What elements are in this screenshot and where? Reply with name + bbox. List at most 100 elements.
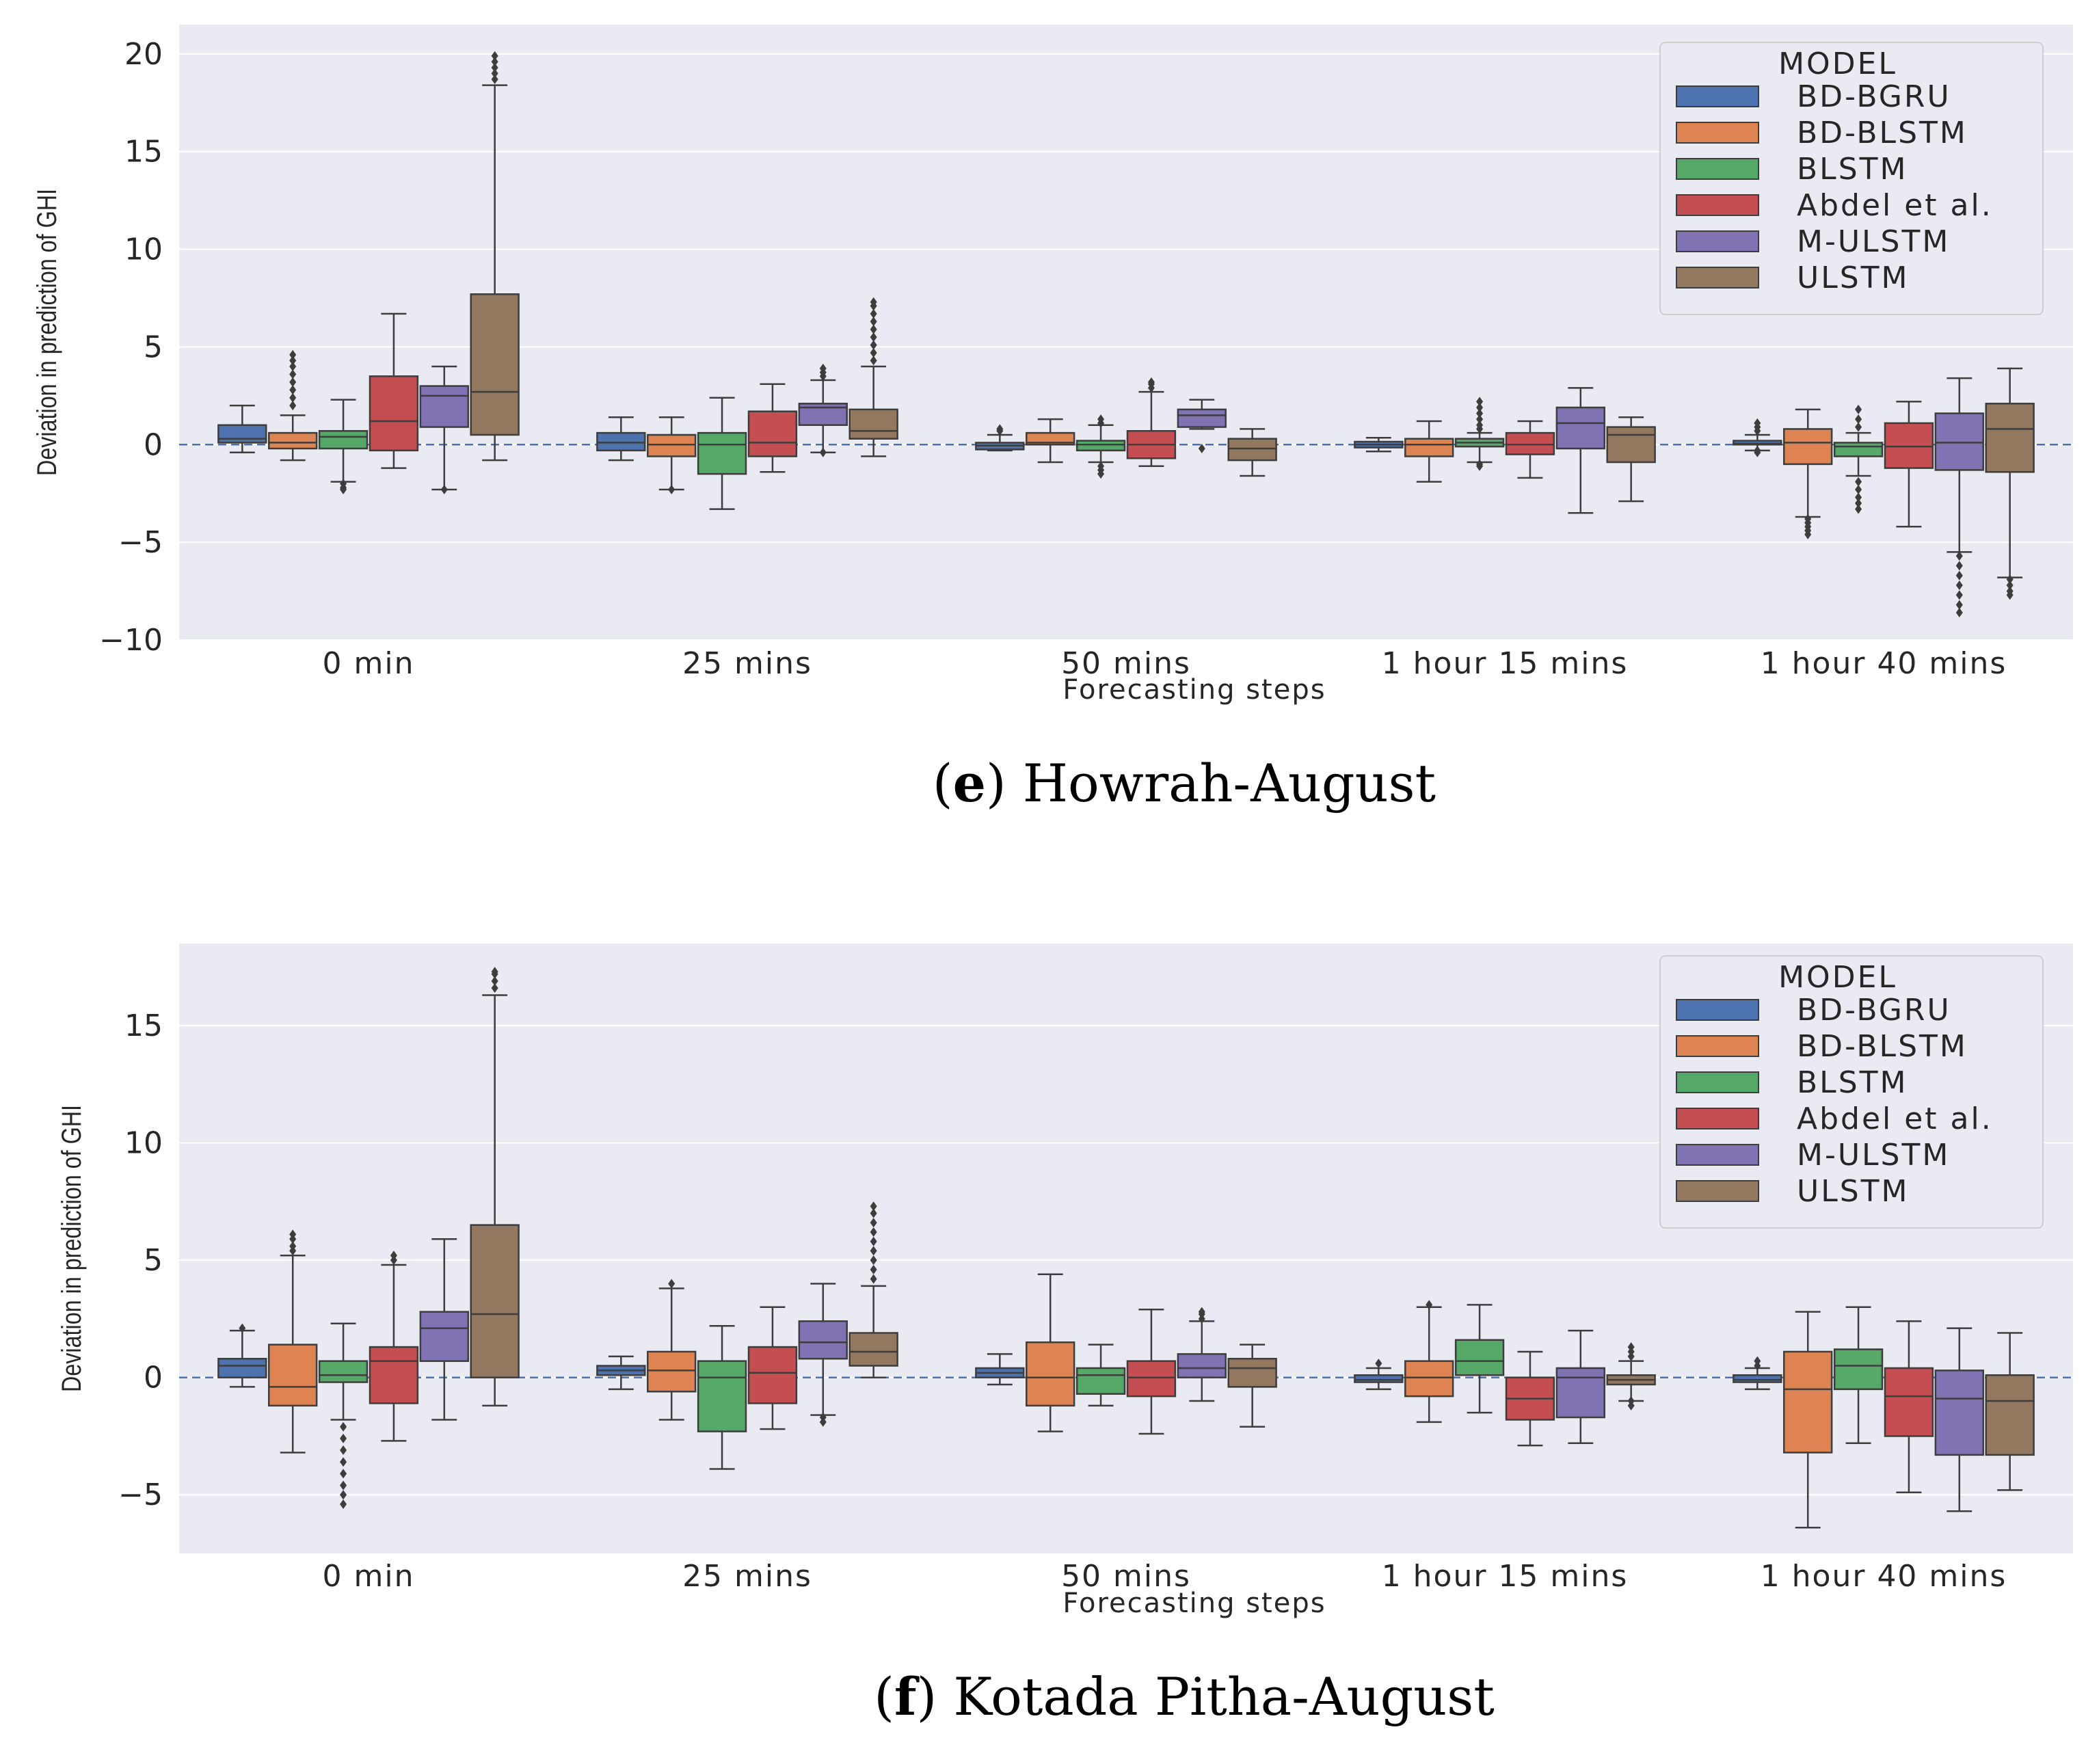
outlier-point — [870, 356, 877, 366]
outlier-point — [1855, 504, 1862, 514]
outlier-point — [491, 976, 498, 986]
box-abdel-et-al- — [1884, 401, 1934, 528]
legend-swatch — [1676, 1144, 1759, 1166]
legend-swatch — [1676, 1180, 1759, 1202]
y-tick-label: 10 — [124, 1126, 163, 1161]
outlier-point — [340, 1469, 347, 1479]
outlier-point — [289, 356, 297, 366]
iqr-box — [268, 431, 318, 450]
iqr-box — [217, 424, 267, 444]
iqr-box — [747, 1346, 798, 1404]
box-blstm — [318, 399, 369, 494]
outlier-point — [491, 62, 498, 72]
legend-swatch — [1676, 1035, 1759, 1057]
outlier-point — [1855, 477, 1862, 487]
outlier-point — [289, 392, 297, 403]
box-bd-blstm — [1026, 1273, 1075, 1432]
legend-label: M-ULSTM — [1797, 1138, 1950, 1173]
iqr-box — [1606, 426, 1656, 464]
iqr-box — [848, 408, 898, 440]
outlier-point — [1476, 403, 1484, 412]
y-axis-title: Deviation in prediction of GHI — [32, 189, 62, 476]
box-bd-blstm — [1404, 420, 1454, 483]
y-axis-title: Deviation in prediction of GHI — [57, 1105, 87, 1392]
iqr-box — [647, 433, 697, 457]
outlier-point — [289, 362, 297, 371]
outlier-point — [289, 401, 297, 411]
y-tick-label: 10 — [124, 232, 163, 267]
x-tick-label: 1 hour 40 mins — [1761, 646, 2007, 681]
outlier-point — [2006, 574, 2014, 585]
outlier-point — [1955, 608, 1963, 617]
box-ulstm — [1606, 416, 1656, 503]
outlier-point — [1147, 377, 1155, 387]
box-abdel-et-al- — [1126, 377, 1177, 467]
x-tick-label: 50 mins — [1061, 1559, 1191, 1594]
y-tick-label: −5 — [118, 525, 163, 560]
outlier-point — [289, 1241, 297, 1251]
outlier-point — [819, 363, 827, 373]
box-m-ulstm — [419, 1238, 469, 1421]
legend-label: BD-BGRU — [1797, 79, 1951, 114]
iqr-box — [1833, 1348, 1884, 1391]
box-abdel-et-al- — [369, 1251, 419, 1442]
outlier-point — [1476, 461, 1484, 471]
outlier-point — [1955, 590, 1963, 600]
box-bd-blstm — [1783, 1311, 1833, 1529]
iqr-box — [369, 375, 419, 452]
x-tick-label: 0 min — [323, 1559, 415, 1594]
box-ulstm — [470, 967, 520, 1407]
box-m-ulstm — [798, 363, 848, 457]
box-blstm — [1454, 397, 1505, 471]
outlier-point — [289, 377, 297, 387]
iqr-box — [1227, 1357, 1277, 1388]
outlier-point — [870, 1227, 877, 1237]
box-m-ulstm — [1177, 399, 1227, 453]
iqr-box — [596, 431, 646, 452]
box-bd-bgru — [217, 1323, 267, 1388]
box-m-ulstm — [1555, 387, 1605, 514]
y-tick-label: 15 — [124, 135, 163, 170]
outlier-point — [870, 317, 877, 327]
legend-label: Abdel et al. — [1797, 188, 1993, 223]
legend-label: ULSTM — [1797, 1174, 1910, 1209]
box-blstm — [1075, 414, 1126, 479]
box-abdel-et-al- — [1884, 1320, 1934, 1494]
outlier-point — [239, 1323, 246, 1333]
box-bd-blstm — [268, 349, 318, 462]
iqr-box — [1354, 1374, 1404, 1383]
outlier-point — [1097, 469, 1105, 479]
box-bd-blstm — [647, 1279, 697, 1421]
legend-title: MODEL — [1778, 46, 1897, 81]
outlier-point — [1955, 561, 1963, 571]
iqr-box — [1126, 1360, 1177, 1398]
iqr-box — [1555, 406, 1605, 450]
legend-title: MODEL — [1778, 960, 1897, 995]
outlier-point — [289, 349, 297, 360]
iqr-box — [1404, 438, 1454, 457]
outlier-point — [340, 1490, 347, 1500]
legend-swatch — [1676, 230, 1759, 252]
outlier-point — [289, 369, 297, 379]
outlier-point — [1476, 420, 1484, 430]
outlier-point — [1476, 408, 1484, 418]
x-tick-label: 50 mins — [1061, 646, 1191, 681]
iqr-box — [1733, 440, 1782, 446]
iqr-box — [217, 1357, 267, 1378]
iqr-box — [1026, 431, 1075, 446]
legend-label: BLSTM — [1797, 152, 1908, 187]
outlier-point — [491, 967, 498, 977]
iqr-box — [1783, 1350, 1833, 1454]
outlier-point — [340, 1445, 347, 1456]
box-m-ulstm — [798, 1283, 848, 1427]
legend-label: BD-BGRU — [1797, 993, 1951, 1028]
box-m-ulstm — [1934, 377, 1984, 617]
box-blstm — [697, 397, 747, 510]
iqr-box — [1884, 1367, 1934, 1437]
outlier-point — [2006, 580, 2014, 590]
outlier-point — [440, 485, 448, 494]
box-ulstm — [848, 297, 898, 457]
box-blstm — [1833, 1306, 1884, 1445]
box-ulstm — [1606, 1342, 1656, 1411]
iqr-box — [1177, 408, 1227, 428]
